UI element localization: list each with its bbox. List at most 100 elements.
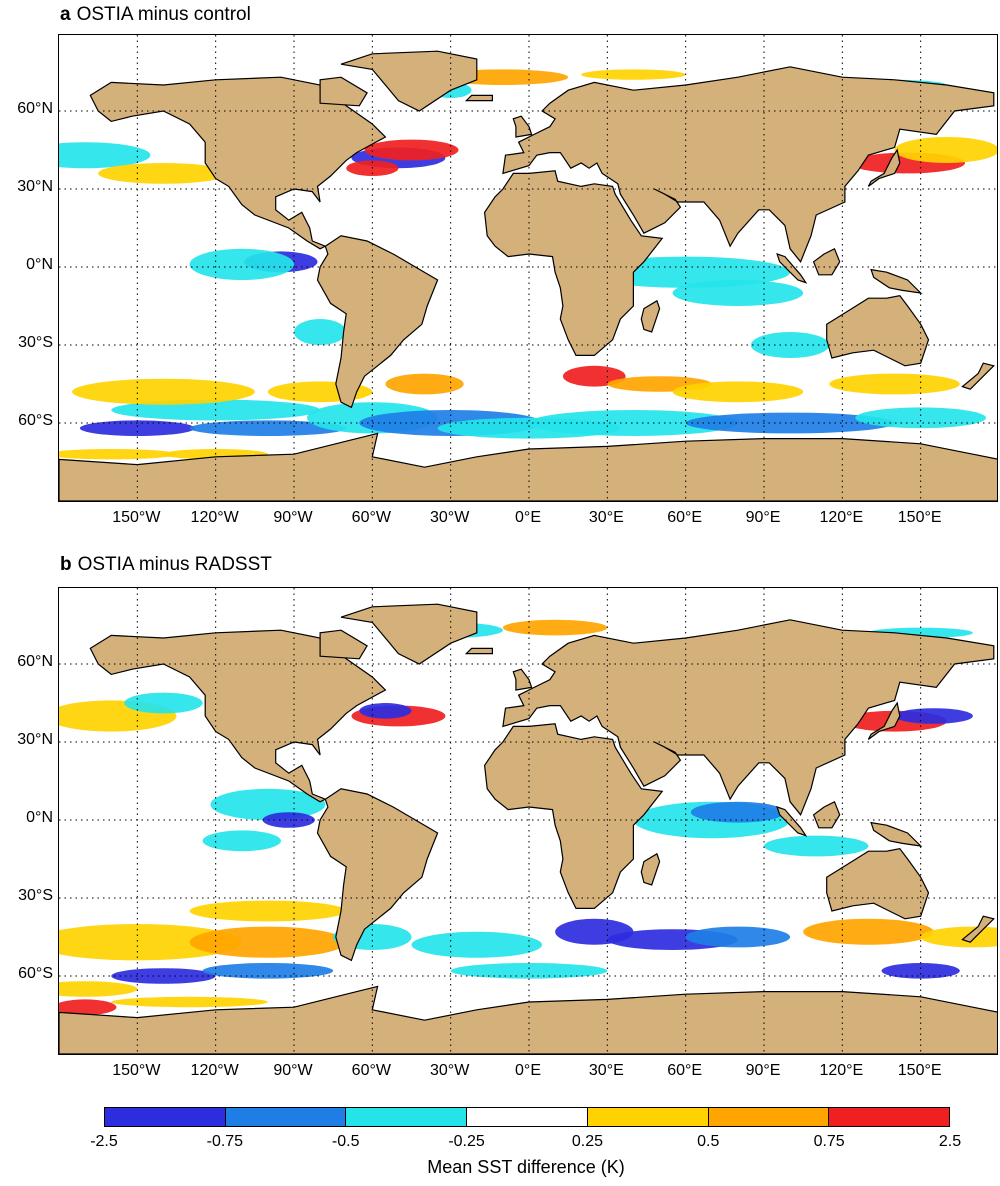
panel-a-title-text: OSTIA minus control xyxy=(76,4,251,25)
landmass-uk xyxy=(512,668,533,691)
sst-anomaly-patch xyxy=(690,801,785,823)
landmass-new-zealand xyxy=(961,915,995,943)
landmass-sumatra xyxy=(776,253,808,284)
sst-anomaly-patch xyxy=(202,963,334,979)
longitude-label: 60°E xyxy=(667,509,703,526)
landmass-japan xyxy=(867,148,901,187)
longitude-label: 0°E xyxy=(515,509,541,526)
sst-anomaly-patch xyxy=(72,378,255,405)
longitude-label: 120°E xyxy=(819,1062,864,1079)
longitude-label: 120°W xyxy=(190,509,239,526)
latitude-label: 30°S xyxy=(18,887,53,904)
longitude-label: 0°E xyxy=(515,1062,541,1079)
sst-anomaly-patch xyxy=(803,918,934,945)
longitude-label: 60°W xyxy=(351,1062,391,1079)
latitude-label: 60°S xyxy=(18,412,53,429)
sst-anomaly-patch xyxy=(502,619,608,636)
colorbar-tick-label: -2.5 xyxy=(90,1133,118,1150)
colorbar-tick-label: -0.75 xyxy=(206,1133,244,1150)
graticule xyxy=(59,35,997,501)
sst-anomaly-patch xyxy=(59,449,177,460)
sst-anomaly-patch xyxy=(124,692,203,714)
sst-anomaly-patch xyxy=(262,812,315,828)
landmass-antarctica xyxy=(59,985,997,1054)
landmass-new-zealand xyxy=(961,362,995,390)
map-b-svg xyxy=(59,588,997,1054)
sst-anomaly-patch xyxy=(359,703,412,719)
longitude-label: 150°W xyxy=(112,1062,161,1079)
colorbar-tick-label: 2.5 xyxy=(938,1133,962,1150)
latitude-label: 30°N xyxy=(17,178,53,195)
sst-anomaly-patch xyxy=(202,830,281,852)
panel-a-letter: a xyxy=(60,4,71,25)
land-layer xyxy=(59,50,997,501)
landmass-eurasia xyxy=(502,619,995,816)
longitude-label: 90°W xyxy=(273,509,313,526)
longitude-label: 60°E xyxy=(667,1062,703,1079)
sst-anomaly-patch xyxy=(411,931,543,958)
landmass-north-america xyxy=(89,629,387,803)
colorbar-tick-label: -0.25 xyxy=(448,1133,485,1150)
landmass-antarctica xyxy=(59,432,997,501)
landmass-eurasia xyxy=(502,66,995,263)
sst-anomaly-patch xyxy=(189,248,294,280)
sst-anomaly-patch xyxy=(79,420,195,437)
latitude-label: 0°N xyxy=(26,809,53,826)
sst-anomaly-patch xyxy=(98,163,229,184)
longitude-label: 120°W xyxy=(190,1062,239,1079)
longitude-label: 120°E xyxy=(819,509,864,526)
sst-anomaly-patch xyxy=(364,139,459,161)
sst-anomaly-patch xyxy=(581,69,686,80)
sst-anomaly-patch xyxy=(59,981,138,997)
sst-anomaly-patch xyxy=(59,999,117,1015)
map-a-svg xyxy=(59,35,997,501)
sst-anomaly-patch xyxy=(672,280,804,306)
colorbar-segment xyxy=(105,1108,226,1126)
latitude-label: 60°N xyxy=(17,653,53,670)
sst-anomaly-patch xyxy=(855,407,986,429)
panel-b-title-text: OSTIA minus RADSST xyxy=(77,554,272,575)
latitude-label: 60°N xyxy=(17,100,53,117)
landmass-madagascar xyxy=(640,852,661,886)
landmass-iceland xyxy=(464,94,493,102)
panel-b-letter: b xyxy=(60,554,72,575)
sst-anomaly-patch xyxy=(562,365,626,387)
colorbar-tick-label: 0.5 xyxy=(697,1133,720,1150)
sst-anomaly-patch xyxy=(894,137,997,163)
colorbar-segment xyxy=(346,1108,468,1126)
landmass-iceland xyxy=(464,647,493,655)
sst-anomaly-patch xyxy=(59,142,151,169)
longitude-label: 90°E xyxy=(745,509,781,526)
sst-anomaly-patch xyxy=(189,926,347,958)
landmass-new-guinea xyxy=(870,268,923,294)
graticule xyxy=(59,588,997,1054)
longitude-label: 30°W xyxy=(430,1062,470,1079)
longitude-label: 150°E xyxy=(897,1062,942,1079)
colorbar-segment xyxy=(467,1108,588,1126)
landmass-borneo xyxy=(812,247,841,276)
map-panel-b xyxy=(58,587,998,1055)
longitude-label: 30°E xyxy=(588,1062,624,1079)
sst-anomaly-patch xyxy=(685,412,895,434)
panel-b-title: b OSTIA minus RADSST xyxy=(60,554,272,576)
longitude-label: 90°W xyxy=(273,1062,313,1079)
sst-anomaly-patch xyxy=(450,963,608,979)
landmass-north-america xyxy=(89,76,387,250)
landmass-south-america xyxy=(316,788,439,962)
sst-anomaly-patch xyxy=(189,420,347,437)
sst-anomaly-patch xyxy=(59,924,242,961)
sst-anomaly-patch xyxy=(750,332,830,358)
longitude-label: 90°E xyxy=(745,1062,781,1079)
colorbar-label: Mean SST difference (K) xyxy=(427,1157,625,1177)
sst-anomaly-patch xyxy=(894,708,973,724)
sst-anomaly-patch xyxy=(685,926,791,948)
map-panel-a xyxy=(58,34,998,502)
landmass-south-america xyxy=(316,235,439,409)
latitude-label: 30°S xyxy=(18,334,53,351)
colorbar-segment xyxy=(225,1108,347,1126)
landmass-uk xyxy=(512,115,533,138)
colorbar-tick-label: 0.25 xyxy=(571,1133,603,1150)
sst-anomaly-patch xyxy=(111,996,268,1008)
latitude-label: 30°N xyxy=(17,731,53,748)
longitude-label: 30°W xyxy=(430,509,470,526)
